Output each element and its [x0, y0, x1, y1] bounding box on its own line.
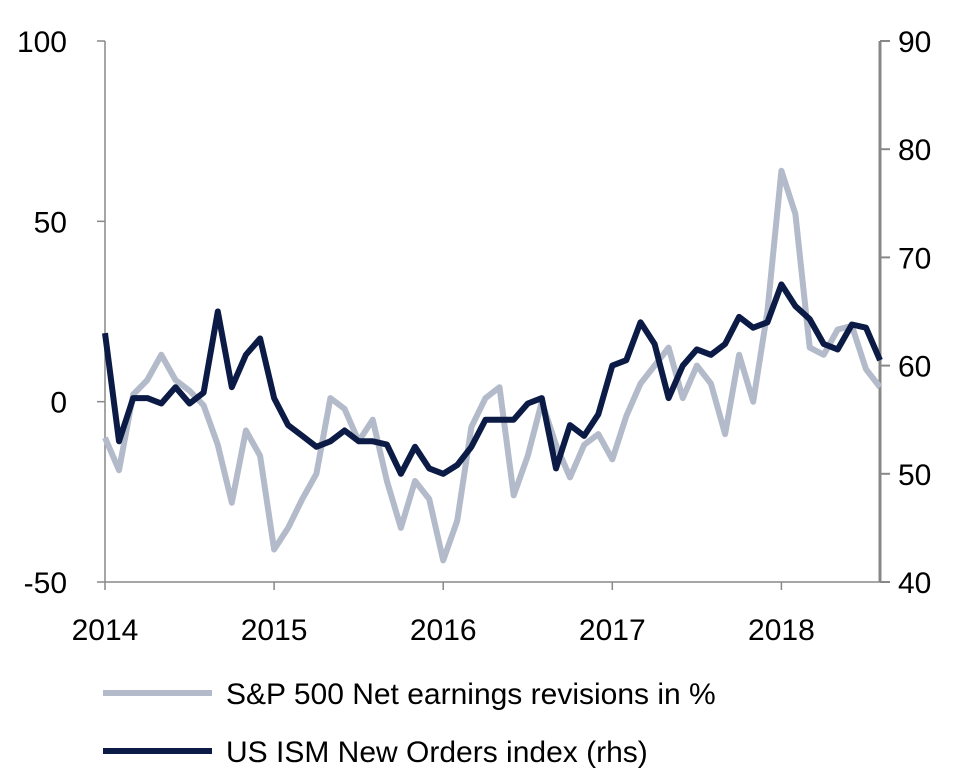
- legend: S&P 500 Net earnings revisions in % US IS…: [103, 678, 716, 769]
- y-right-tick-label: 60: [898, 351, 931, 384]
- x-tick-label: 2016: [410, 614, 477, 647]
- y-left-tick-label: -50: [24, 567, 67, 600]
- series-line-ism-new-orders: [102, 281, 883, 477]
- legend-label: S&P 500 Net earnings revisions in %: [226, 678, 716, 711]
- legend-label: US ISM New Orders index (rhs): [226, 736, 648, 769]
- series-layer: [102, 167, 883, 564]
- y-left-tick-label: 100: [17, 26, 67, 59]
- y-left-tick-label: 0: [50, 387, 67, 420]
- x-tick-label: 2015: [241, 614, 308, 647]
- x-tick-label: 2018: [748, 614, 815, 647]
- x-tick-label: 2014: [72, 614, 139, 647]
- y-right-tick-label: 70: [898, 242, 931, 275]
- y-right-tick-label: 50: [898, 459, 931, 492]
- y-right-tick-label: 90: [898, 26, 931, 59]
- y-right-tick-label: 80: [898, 134, 931, 167]
- series-line-net-earnings-revisions: [102, 167, 883, 564]
- axes: -50 0 50 100 40 50 60 70 80 90 2014 2015 2016 2017 201…: [17, 26, 931, 647]
- x-tick-label: 2017: [579, 614, 646, 647]
- y-left-tick-label: 50: [34, 206, 67, 239]
- y-right-tick-label: 40: [898, 567, 931, 600]
